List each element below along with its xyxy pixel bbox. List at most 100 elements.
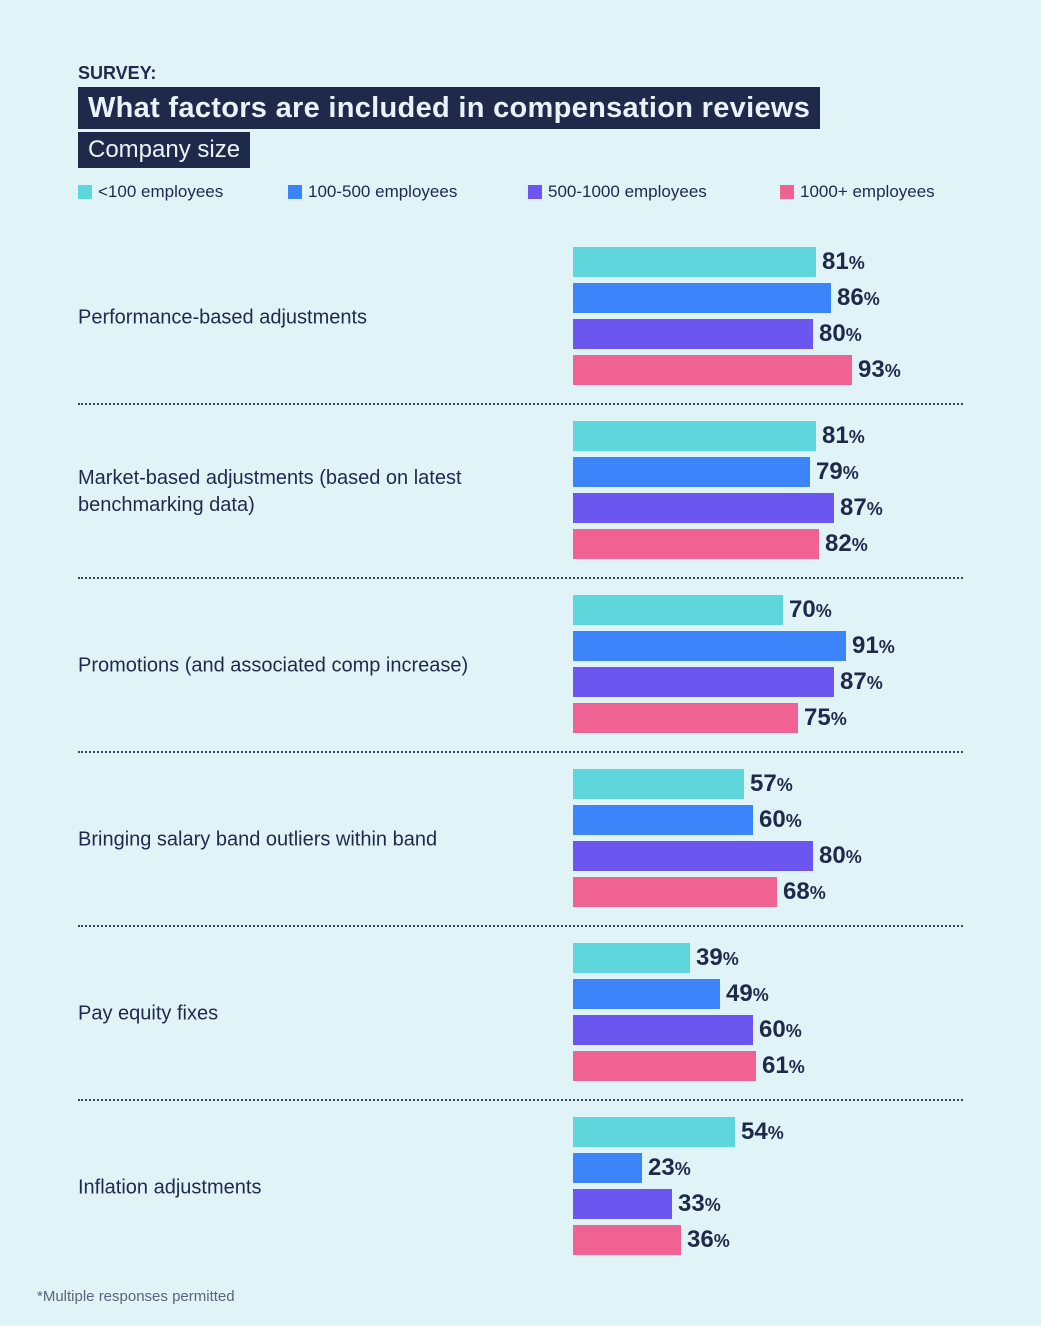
data-label-value: 93 — [858, 356, 885, 383]
legend-item: 1000+ employees — [780, 182, 935, 202]
divider — [78, 1099, 963, 1101]
data-label-value: 81 — [822, 422, 849, 449]
bar — [573, 493, 834, 523]
chart-subtitle: Company size — [78, 132, 251, 168]
data-label: 87% — [840, 493, 883, 524]
data-label-value: 86 — [837, 284, 864, 311]
bar — [573, 943, 690, 973]
data-label-unit: % — [752, 985, 769, 1005]
category-label: Market-based adjustments (based on lates… — [78, 467, 462, 516]
data-label-unit: % — [884, 361, 901, 381]
bar — [573, 1153, 642, 1183]
data-label-unit: % — [785, 1021, 802, 1041]
legend-item: 100-500 employees — [288, 182, 457, 202]
legend-swatch — [780, 185, 794, 199]
legend-label: 500-1000 employees — [548, 182, 707, 201]
divider — [78, 925, 963, 927]
bar — [573, 631, 846, 661]
data-label: 57% — [750, 769, 793, 800]
data-label-value: 60 — [759, 806, 786, 833]
bar — [573, 703, 798, 733]
category-label: Performance-based adjustments — [78, 306, 368, 329]
chart-title: What factors are included in compensatio… — [78, 87, 821, 129]
bar — [573, 457, 810, 487]
data-label-value: 70 — [789, 596, 816, 623]
data-label-value: 81 — [822, 248, 849, 275]
data-label: 70% — [789, 595, 832, 626]
data-label: 93% — [858, 355, 901, 386]
data-label-unit: % — [713, 1231, 730, 1251]
data-label: 61% — [762, 1051, 805, 1082]
data-label-unit: % — [722, 949, 739, 969]
legend-item: 500-1000 employees — [528, 182, 707, 202]
legend-item: <100 employees — [78, 182, 223, 202]
data-label: 80% — [819, 319, 862, 350]
bar — [573, 1015, 753, 1045]
data-label-value: 33 — [678, 1190, 705, 1217]
bar — [573, 979, 720, 1009]
data-label-value: 54 — [741, 1118, 768, 1145]
data-label: 82% — [825, 529, 868, 560]
data-label: 33% — [678, 1189, 721, 1220]
data-label: 54% — [741, 1117, 784, 1148]
survey-kicker: SURVEY: — [78, 63, 157, 83]
data-label-value: 39 — [696, 944, 723, 971]
data-label-value: 80 — [819, 320, 846, 347]
divider — [78, 751, 963, 753]
footnote: *Multiple responses permitted — [37, 1288, 235, 1305]
data-label-unit: % — [863, 289, 880, 309]
data-label: 60% — [759, 805, 802, 836]
divider — [78, 403, 963, 405]
data-label-value: 57 — [750, 770, 777, 797]
data-label: 36% — [687, 1225, 730, 1256]
data-label: 23% — [648, 1153, 691, 1184]
bar — [573, 805, 753, 835]
data-label-unit: % — [848, 253, 865, 273]
bar — [573, 841, 813, 871]
data-label: 81% — [822, 421, 865, 452]
legend-label: 1000+ employees — [800, 182, 935, 201]
bar — [573, 769, 744, 799]
data-label-unit: % — [866, 673, 883, 693]
bar — [573, 667, 834, 697]
data-label-value: 49 — [726, 980, 753, 1007]
data-label-value: 80 — [819, 842, 846, 869]
data-label-value: 87 — [840, 494, 867, 521]
data-label: 68% — [783, 877, 826, 908]
data-label-value: 75 — [804, 704, 831, 731]
data-label-unit: % — [851, 535, 868, 555]
data-label-unit: % — [845, 847, 862, 867]
data-label-value: 79 — [816, 458, 843, 485]
data-label-unit: % — [842, 463, 859, 483]
data-label: 60% — [759, 1015, 802, 1046]
category-label: Pay equity fixes — [78, 1002, 219, 1025]
data-label-unit: % — [815, 601, 832, 621]
data-label-unit: % — [788, 1057, 805, 1077]
data-label: 91% — [852, 631, 895, 662]
bar — [573, 595, 783, 625]
data-label-unit: % — [848, 427, 865, 447]
data-label-unit: % — [767, 1123, 784, 1143]
data-label: 86% — [837, 283, 880, 314]
data-label-value: 87 — [840, 668, 867, 695]
legend-swatch — [78, 185, 92, 199]
category-label: Promotions (and associated comp increase… — [78, 654, 469, 677]
data-label-unit: % — [776, 775, 793, 795]
legend-label: <100 employees — [98, 182, 224, 201]
bar — [573, 1117, 735, 1147]
data-label: 75% — [804, 703, 847, 734]
data-label: 79% — [816, 457, 859, 488]
data-label: 49% — [726, 979, 769, 1010]
data-label: 80% — [819, 841, 862, 872]
data-label-unit: % — [674, 1159, 691, 1179]
data-label-value: 36 — [687, 1226, 714, 1253]
data-label-unit: % — [878, 637, 895, 657]
bar — [573, 1189, 672, 1219]
data-label: 87% — [840, 667, 883, 698]
bar — [573, 421, 816, 451]
data-label-unit: % — [704, 1195, 721, 1215]
data-label-value: 61 — [762, 1052, 789, 1079]
category-label: Inflation adjustments — [78, 1176, 262, 1199]
data-label-unit: % — [785, 811, 802, 831]
category-label: Bringing salary band outliers within ban… — [78, 828, 438, 851]
